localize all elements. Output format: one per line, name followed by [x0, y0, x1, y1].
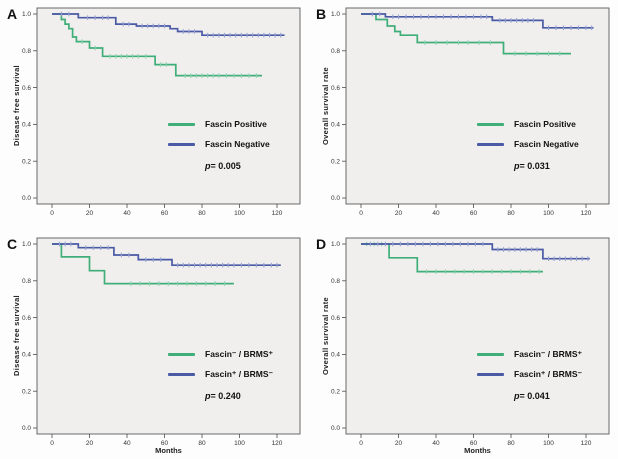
svg-text:80: 80 — [507, 210, 515, 217]
survival-plot: 0 20 40 60 80 100 120 0.0 0.2 0.4 0.6 0.8 1.0 — [331, 7, 610, 217]
legend-label: Fascin Positive — [205, 119, 267, 129]
svg-text:0.6: 0.6 — [22, 85, 31, 92]
blue-line-swatch — [477, 142, 504, 146]
panel-d: D Overall survival rate 0 20 40 60 80 100 120 0… — [309, 230, 618, 459]
svg-text:1.0: 1.0 — [22, 11, 31, 18]
svg-text:0.0: 0.0 — [22, 425, 31, 432]
svg-text:0.6: 0.6 — [331, 85, 340, 92]
svg-text:0.6: 0.6 — [22, 315, 31, 322]
svg-text:0.2: 0.2 — [331, 158, 340, 165]
legend-label: Fascin⁺ / BRMS⁻ — [205, 368, 274, 379]
legend-row: Fascin⁻ / BRMS⁺ — [168, 344, 273, 364]
legend-row: Fascin Negative — [168, 134, 270, 154]
panel-a: A Disease free survival 0 20 40 60 80 100 120 0… — [0, 0, 309, 229]
svg-text:0.8: 0.8 — [22, 48, 31, 55]
svg-text:60: 60 — [470, 210, 478, 217]
svg-text:120: 120 — [581, 440, 592, 447]
green-line-swatch — [477, 122, 504, 126]
svg-text:80: 80 — [507, 440, 515, 447]
legend: Fascin Positive Fascin Negative p= 0.031 — [477, 114, 579, 171]
panel-b: B Overall survival rate 0 20 40 60 80 100 120 0… — [309, 0, 618, 229]
svg-text:1.0: 1.0 — [331, 11, 340, 18]
p-value: p= 0.240 — [205, 391, 241, 401]
panel-c: C Disease free survival 0 20 40 60 80 100 120 0… — [0, 230, 309, 459]
survival-plot: 0 20 40 60 80 100 120 0.0 0.2 0.4 0.6 0.8 1.0 — [22, 237, 301, 447]
svg-text:120: 120 — [581, 210, 592, 217]
panel-letter: C — [7, 236, 18, 252]
svg-text:0.4: 0.4 — [22, 352, 31, 359]
svg-text:40: 40 — [432, 440, 440, 447]
svg-text:20: 20 — [395, 210, 403, 217]
svg-text:120: 120 — [272, 440, 283, 447]
svg-text:40: 40 — [432, 210, 440, 217]
survival-plot: 0 20 40 60 80 100 120 0.0 0.2 0.4 0.6 0.8 1.0 — [22, 7, 301, 217]
green-line-swatch — [168, 122, 195, 126]
legend-row: Fascin⁺ / BRMS⁻ — [168, 364, 273, 384]
svg-text:0.8: 0.8 — [22, 278, 31, 285]
svg-text:0.2: 0.2 — [22, 388, 31, 395]
p-value: p= 0.031 — [514, 161, 550, 171]
x-axis-label: Months — [464, 446, 491, 455]
svg-text:0.0: 0.0 — [331, 195, 340, 202]
svg-text:100: 100 — [543, 440, 554, 447]
svg-text:40: 40 — [123, 440, 131, 447]
p-value: p= 0.041 — [514, 391, 550, 401]
panel-letter: B — [316, 6, 327, 22]
svg-text:40: 40 — [123, 210, 131, 217]
green-line-swatch — [168, 352, 195, 356]
svg-text:60: 60 — [161, 210, 169, 217]
svg-text:0.0: 0.0 — [22, 195, 31, 202]
legend-row: Fascin Negative — [477, 134, 579, 154]
svg-text:0.0: 0.0 — [331, 425, 340, 432]
svg-text:20: 20 — [86, 440, 94, 447]
legend-label: Fascin Negative — [514, 139, 579, 149]
svg-text:100: 100 — [543, 210, 554, 217]
green-line-swatch — [477, 352, 504, 356]
legend-label: Fascin Negative — [205, 139, 270, 149]
legend-row: Fascin⁻ / BRMS⁺ — [477, 344, 582, 364]
svg-text:60: 60 — [161, 440, 169, 447]
svg-text:100: 100 — [234, 210, 245, 217]
legend-row: Fascin Positive — [477, 114, 579, 134]
svg-text:60: 60 — [470, 440, 478, 447]
svg-text:0.6: 0.6 — [331, 315, 340, 322]
survival-plot: 0 20 40 60 80 100 120 0.0 0.2 0.4 0.6 0.8 1.0 — [331, 237, 610, 447]
legend-row: Fascin⁺ / BRMS⁻ — [477, 364, 582, 384]
legend-row: Fascin Positive — [168, 114, 270, 134]
blue-line-swatch — [477, 372, 504, 376]
svg-text:20: 20 — [395, 440, 403, 447]
svg-text:100: 100 — [234, 440, 245, 447]
svg-text:0.2: 0.2 — [331, 388, 340, 395]
p-value: p= 0.005 — [205, 161, 241, 171]
svg-text:80: 80 — [198, 440, 206, 447]
svg-text:0.8: 0.8 — [331, 48, 340, 55]
legend: Fascin⁻ / BRMS⁺ Fascin⁺ / BRMS⁻ p= 0.240 — [168, 344, 273, 401]
svg-text:0.8: 0.8 — [331, 278, 340, 285]
svg-text:20: 20 — [86, 210, 94, 217]
svg-text:0: 0 — [50, 440, 54, 447]
legend-label: Fascin Positive — [514, 119, 576, 129]
panel-letter: D — [316, 236, 327, 252]
svg-text:120: 120 — [272, 210, 283, 217]
legend-label: Fascin⁻ / BRMS⁺ — [514, 348, 583, 359]
svg-text:1.0: 1.0 — [22, 241, 31, 248]
svg-text:0.2: 0.2 — [22, 158, 31, 165]
blue-line-swatch — [168, 142, 195, 146]
svg-text:0: 0 — [359, 210, 363, 217]
legend: Fascin Positive Fascin Negative p= 0.005 — [168, 114, 270, 171]
blue-line-swatch — [168, 372, 195, 376]
svg-text:1.0: 1.0 — [331, 241, 340, 248]
panel-letter: A — [7, 6, 18, 22]
svg-text:0.4: 0.4 — [22, 122, 31, 129]
legend: Fascin⁻ / BRMS⁺ Fascin⁺ / BRMS⁻ p= 0.041 — [477, 344, 582, 401]
legend-label: Fascin⁺ / BRMS⁻ — [514, 368, 583, 379]
legend-label: Fascin⁻ / BRMS⁺ — [205, 348, 274, 359]
svg-text:0.4: 0.4 — [331, 122, 340, 129]
svg-text:0: 0 — [50, 210, 54, 217]
x-axis-label: Months — [155, 446, 182, 455]
svg-text:80: 80 — [198, 210, 206, 217]
svg-text:0.4: 0.4 — [331, 352, 340, 359]
svg-text:0: 0 — [359, 440, 363, 447]
